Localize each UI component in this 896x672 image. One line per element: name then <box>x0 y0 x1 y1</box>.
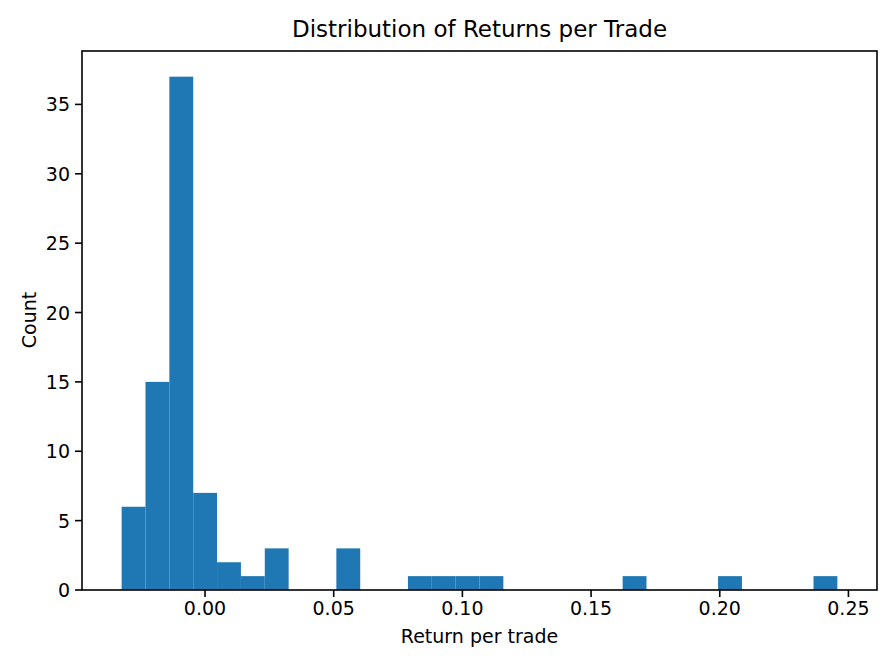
histogram-figure: Distribution of Returns per Trade 0.000.… <box>0 0 896 672</box>
x-axis-label: Return per trade <box>82 625 877 647</box>
histogram-bar <box>432 576 456 590</box>
histogram-bar <box>480 576 504 590</box>
x-tick-label: 0.05 <box>313 597 355 619</box>
x-tick-label: 0.15 <box>570 597 612 619</box>
x-tick-label: 0.20 <box>699 597 741 619</box>
y-tick-label: 30 <box>46 163 70 185</box>
chart-title: Distribution of Returns per Trade <box>82 16 877 42</box>
y-tick-label: 35 <box>46 93 70 115</box>
histogram-bar <box>122 507 146 590</box>
y-tick-label: 25 <box>46 232 70 254</box>
histogram-bar <box>145 382 169 590</box>
histogram-bar <box>169 77 193 590</box>
x-tick-label: 0.00 <box>184 597 226 619</box>
histogram-bar <box>408 576 432 590</box>
histogram-bar <box>265 548 289 590</box>
x-tick-label: 0.25 <box>827 597 869 619</box>
histogram-bar <box>718 576 742 590</box>
y-tick-label: 15 <box>46 371 70 393</box>
histogram-bar <box>814 576 838 590</box>
y-axis-label: Count <box>18 292 40 348</box>
histogram-plot-area: 0.00 0.05 0.10 0.15 0.20 0.25 0 5 10 15 20 25 30 35 <box>0 0 896 672</box>
histogram-bar <box>193 493 217 590</box>
histogram-bar <box>217 562 241 590</box>
histogram-bar <box>623 576 647 590</box>
y-tick-label: 20 <box>46 302 70 324</box>
y-tick-label: 0 <box>58 579 70 601</box>
histogram-bar <box>456 576 480 590</box>
y-tick-label: 10 <box>46 440 70 462</box>
histogram-bar <box>241 576 265 590</box>
x-tick-label: 0.10 <box>441 597 483 619</box>
y-tick-label: 5 <box>58 510 70 532</box>
histogram-bar <box>336 548 360 590</box>
